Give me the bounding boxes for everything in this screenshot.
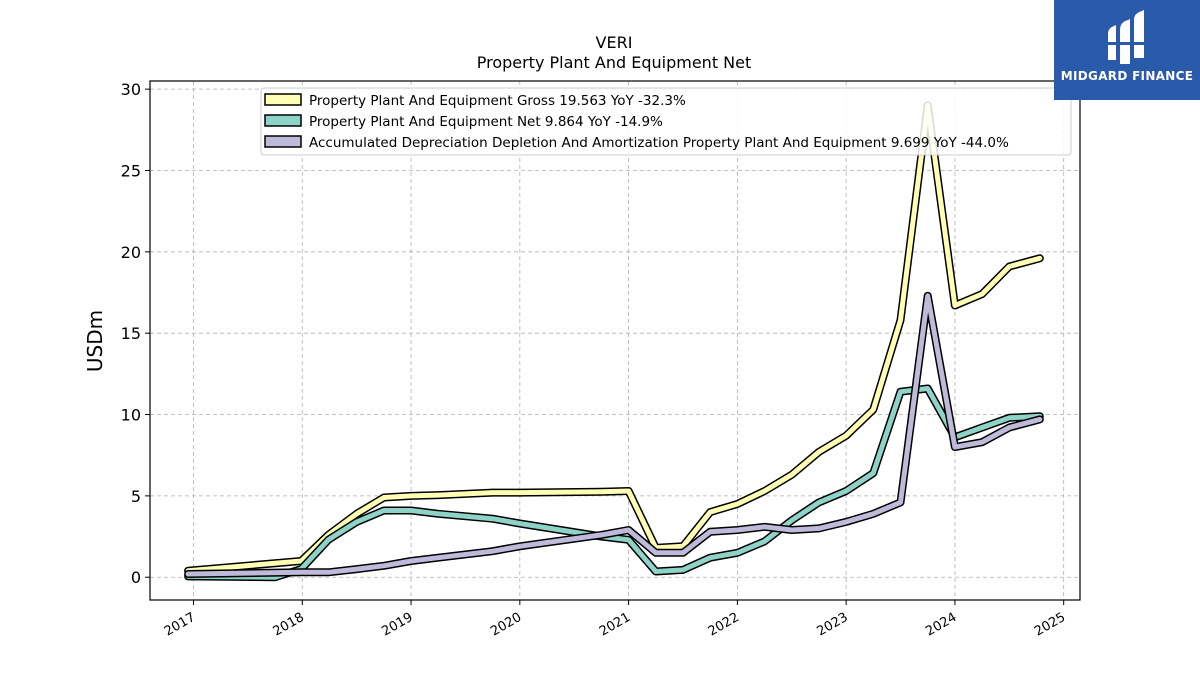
brand-logo: MIDGARD FINANCE xyxy=(1054,0,1200,100)
legend-label-net: Property Plant And Equipment Net 9.864 Y… xyxy=(309,114,663,130)
brand-mark-icon xyxy=(1106,10,1146,64)
y-tick-label: 25 xyxy=(121,161,141,180)
y-tick-label: 15 xyxy=(121,324,141,343)
y-tick-label: 0 xyxy=(131,568,141,587)
plot-frame xyxy=(149,80,1081,601)
chart-subtitle: Property Plant And Equipment Net xyxy=(477,53,752,72)
y-tick-label: 10 xyxy=(121,406,141,425)
legend: Property Plant And Equipment Gross 19.56… xyxy=(260,87,1072,156)
chart-title: VERI xyxy=(596,33,633,52)
y-tick-label: 20 xyxy=(121,243,141,262)
series-line xyxy=(185,293,1043,577)
legend-swatch-gross xyxy=(264,93,302,106)
y-tick-label: 30 xyxy=(121,80,141,99)
legend-label-depreciation: Accumulated Depreciation Depletion And A… xyxy=(309,135,1009,151)
legend-swatch-depreciation xyxy=(264,135,302,148)
y-axis-label: USDm xyxy=(83,310,107,372)
legend-box xyxy=(260,87,1072,156)
brand-name: MIDGARD FINANCE xyxy=(1060,69,1194,83)
y-tick-label: 5 xyxy=(131,487,141,506)
legend-label-gross: Property Plant And Equipment Gross 19.56… xyxy=(309,93,686,109)
legend-swatch-net xyxy=(264,114,302,127)
series-3 xyxy=(184,291,1044,578)
